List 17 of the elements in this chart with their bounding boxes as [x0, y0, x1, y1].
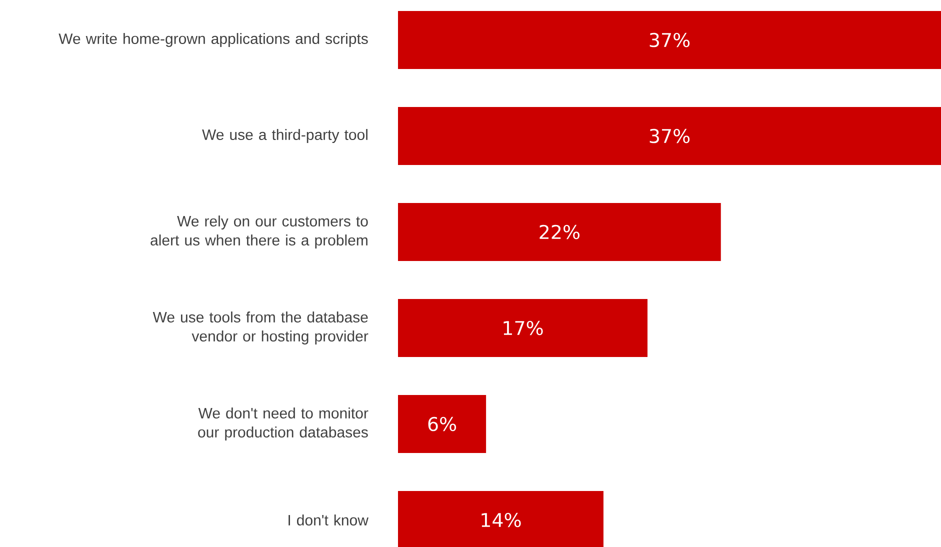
data-label: 22%: [540, 224, 580, 240]
y-tick-label: We rely on our customers to alert us when there is a problem: [150, 216, 368, 248]
bar: [398, 203, 721, 262]
y-tick-label: I don't know: [288, 514, 368, 526]
y-tick-label: We don't need to monitor our production databases: [198, 408, 368, 440]
data-label: 6%: [428, 416, 456, 432]
data-label: 14%: [482, 512, 521, 528]
bar: [398, 11, 941, 70]
data-label: 37%: [650, 32, 690, 48]
data-label: 17%: [504, 320, 543, 336]
bar: [398, 395, 486, 453]
y-tick-label: We write home-grown applications and scripts: [58, 33, 368, 47]
bar: [398, 107, 941, 165]
y-tick-label: We use a third-party tool: [202, 129, 368, 143]
data-label: 37%: [650, 128, 690, 144]
y-tick-label: We use tools from the database vendor or hosting provider: [152, 312, 368, 344]
bar: [398, 299, 648, 358]
